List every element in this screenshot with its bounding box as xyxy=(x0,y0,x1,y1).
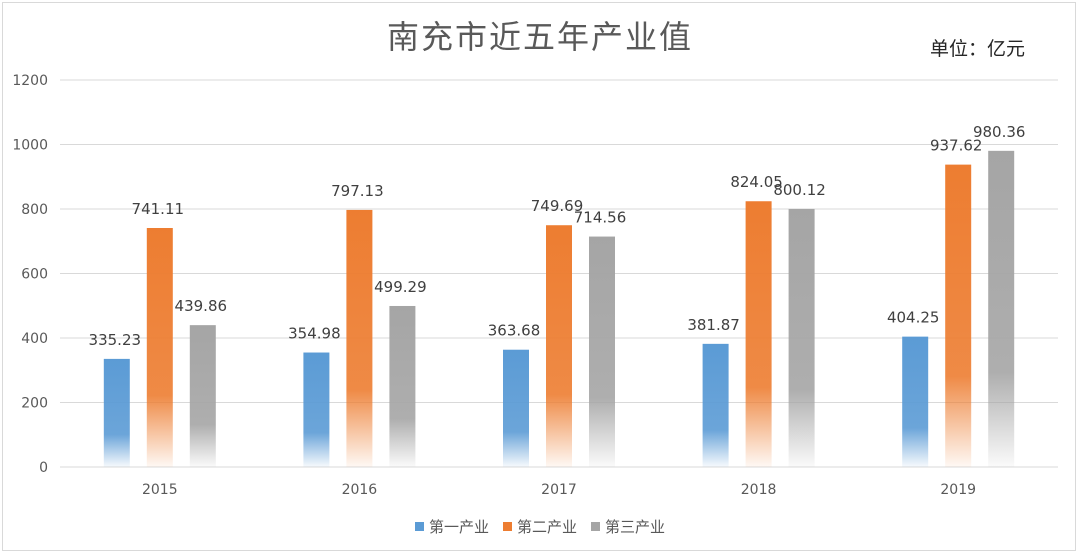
y-tick-label: 800 xyxy=(21,202,48,218)
bar-layer xyxy=(103,150,1015,467)
data-label: 741.11 xyxy=(132,200,185,218)
legend-swatch-secondary xyxy=(502,522,512,531)
bar-tertiary xyxy=(389,305,416,467)
y-tick-label: 1000 xyxy=(12,138,48,154)
data-label: 404.25 xyxy=(887,309,940,327)
data-label: 797.13 xyxy=(331,182,384,200)
x-tick-label: 2016 xyxy=(342,482,378,498)
x-tick-label: 2017 xyxy=(541,482,577,498)
bar-secondary xyxy=(346,209,373,467)
bar-secondary xyxy=(745,201,772,467)
bar-primary xyxy=(303,352,330,467)
legend-swatch-primary xyxy=(414,522,424,531)
data-label: 749.69 xyxy=(531,197,584,215)
legend-label-primary: 第一产业 xyxy=(428,518,489,536)
x-tick-label: 2015 xyxy=(142,482,178,498)
data-label: 354.98 xyxy=(288,325,341,343)
y-tick-label: 1200 xyxy=(12,73,48,89)
bar-secondary xyxy=(146,227,173,467)
data-label: 800.12 xyxy=(773,181,826,199)
legend-item-tertiary: 第三产业 xyxy=(591,516,665,537)
bar-primary xyxy=(103,358,130,467)
unit-label: 单位：亿元 xyxy=(930,38,1026,60)
data-label: 714.56 xyxy=(574,209,627,227)
data-label: 439.86 xyxy=(175,297,228,315)
bar-tertiary xyxy=(788,208,815,467)
bar-tertiary xyxy=(189,325,216,467)
grid-layer: 0 200 400 600 800 1000 1200 xyxy=(12,73,1058,476)
data-label: 335.23 xyxy=(89,331,142,349)
data-label: 499.29 xyxy=(374,278,427,296)
label-layer: 335.23 741.11 439.86 2015 354.98 797.13 499.29… xyxy=(89,123,1026,498)
data-label: 824.05 xyxy=(730,173,783,191)
chart-title: 南充市近五年产业值 xyxy=(386,18,693,56)
bar-secondary xyxy=(546,225,572,467)
legend-label-secondary: 第二产业 xyxy=(516,518,577,536)
data-label: 937.62 xyxy=(930,137,983,155)
legend-item-primary: 第一产业 xyxy=(414,516,489,537)
y-tick-label: 400 xyxy=(21,331,48,347)
bar-tertiary xyxy=(988,150,1015,467)
x-tick-label: 2018 xyxy=(741,482,777,498)
bar-primary xyxy=(702,343,729,467)
y-tick-label: 0 xyxy=(39,460,48,476)
y-tick-label: 200 xyxy=(21,396,48,412)
legend-item-secondary: 第二产业 xyxy=(502,516,577,537)
legend: 第一产业 第二产业 第三产业 xyxy=(0,516,1080,537)
y-tick-label: 600 xyxy=(21,267,48,283)
x-tick-label: 2019 xyxy=(940,482,976,498)
bar-secondary xyxy=(945,164,972,467)
data-label: 980.36 xyxy=(973,123,1026,141)
bar-tertiary xyxy=(589,236,615,467)
legend-swatch-tertiary xyxy=(591,522,600,531)
legend-label-tertiary: 第三产业 xyxy=(605,518,666,536)
data-label: 363.68 xyxy=(488,322,541,340)
bar-primary xyxy=(503,349,529,467)
bar-primary xyxy=(902,336,929,467)
data-label: 381.87 xyxy=(687,316,740,334)
